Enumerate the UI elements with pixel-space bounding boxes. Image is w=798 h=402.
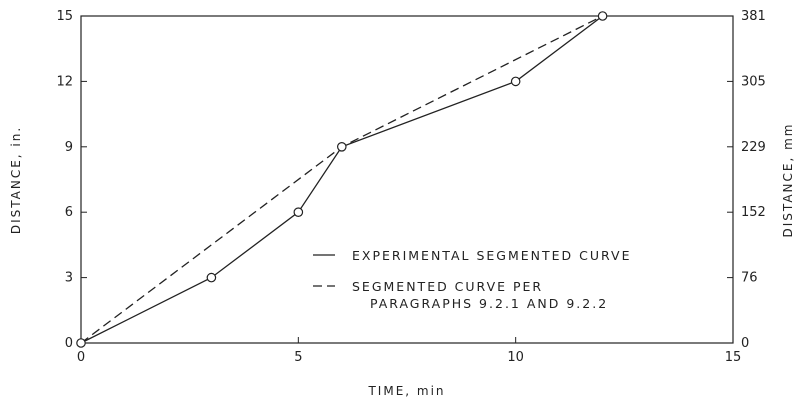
data-point-marker (293, 207, 304, 217)
data-point-marker (510, 76, 521, 87)
y-tick-label-right: 229 (741, 140, 766, 155)
y-tick-label-right: 152 (741, 205, 766, 220)
y-tick-label-left: 12 (56, 74, 73, 89)
x-tick-label: 0 (77, 350, 85, 365)
y-tick-label-right: 381 (741, 9, 766, 24)
y-tick-label-left: 15 (56, 9, 73, 24)
plot-frame (80, 15, 734, 344)
x-tick-label: 10 (507, 350, 524, 365)
y-axis-label-left: DISTANCE, in. (9, 126, 23, 234)
y-tick-label-left: 0 (65, 336, 73, 351)
x-tick-label: 5 (294, 350, 302, 365)
legend-label-segmented-line1: SEGMENTED CURVE PER (352, 279, 543, 294)
legend-label-segmented-line2: PARAGRAPHS 9.2.1 AND 9.2.2 (370, 296, 608, 311)
y-tick-label-left: 6 (65, 205, 73, 220)
data-point-marker (336, 142, 347, 152)
y-axis-label-right: DISTANCE, mm (781, 123, 795, 238)
x-axis-label: TIME, min (367, 384, 445, 398)
data-point-marker (597, 11, 608, 21)
data-point-marker (76, 338, 86, 348)
legend: EXPERIMENTAL SEGMENTED CURVE SEGMENTED C… (313, 248, 631, 311)
series-layer (76, 11, 608, 348)
legend-label-experimental: EXPERIMENTAL SEGMENTED CURVE (352, 248, 631, 263)
x-tick-label: 15 (725, 350, 742, 365)
y-tick-label-left: 3 (65, 271, 73, 286)
data-point-marker (206, 272, 217, 283)
y-tick-label-right: 0 (741, 336, 749, 351)
series-line-experimental (80, 15, 603, 344)
y-tick-label-right: 305 (741, 74, 766, 89)
y-tick-label-left: 9 (65, 140, 73, 155)
y-tick-label-right: 76 (741, 271, 758, 286)
